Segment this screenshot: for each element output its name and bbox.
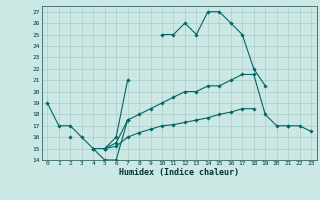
X-axis label: Humidex (Indice chaleur): Humidex (Indice chaleur) [119,168,239,177]
